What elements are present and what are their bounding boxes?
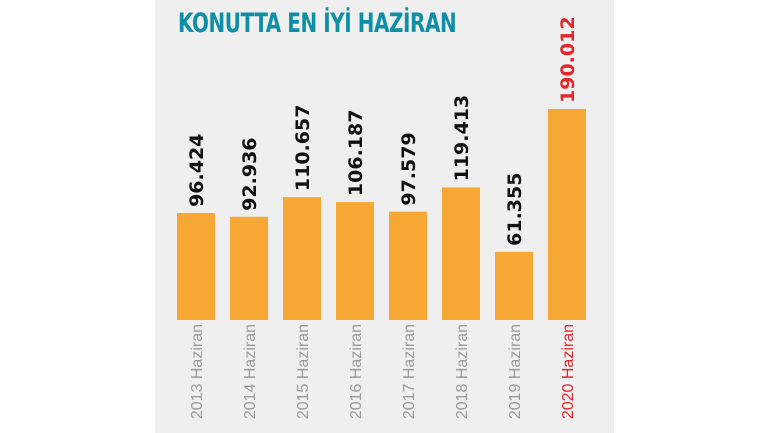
x-tick-label: 2019 Haziran	[507, 324, 524, 419]
x-tick-label: 2016 Haziran	[348, 324, 365, 419]
bar-chart: 96.424 92.936 110.657 106.187 97.579 119.413 6…	[177, 16, 586, 419]
value-label: 97.579	[398, 132, 420, 205]
value-label: 106.187	[345, 110, 367, 197]
value-label: 119.413	[451, 95, 473, 182]
bar-2017-haziran	[389, 211, 427, 320]
value-labels-group: 96.424 92.936 110.657 106.187 97.579 119.413 6…	[186, 16, 579, 245]
x-tick-label: 2018 Haziran	[454, 324, 471, 419]
bar-2014-haziran	[230, 216, 268, 320]
bar-2016-haziran	[336, 202, 374, 320]
bar-2013-haziran	[177, 212, 215, 320]
value-label: 61.355	[504, 173, 526, 246]
value-label: 190.012	[557, 16, 579, 103]
bar-2015-haziran	[283, 197, 321, 320]
bar-2020-haziran	[548, 109, 586, 320]
x-tick-label: 2015 Haziran	[295, 324, 312, 419]
value-label: 96.424	[186, 134, 208, 207]
bar-2019-haziran	[495, 251, 533, 320]
x-tick-label: 2017 Haziran	[401, 324, 418, 419]
bars-group	[177, 109, 586, 320]
x-tick-labels-group: 2013 Haziran 2014 Haziran 2015 Haziran 2016…	[189, 324, 577, 419]
bar-2018-haziran	[442, 187, 480, 320]
value-label: 110.657	[292, 105, 314, 192]
value-label: 92.936	[239, 137, 261, 210]
chart-card: KONUTTA EN İYİ HAZİRAN 96.424 92.936 110.6…	[155, 0, 614, 433]
x-tick-label: 2020 Haziran	[560, 324, 577, 419]
x-tick-label: 2013 Haziran	[189, 324, 206, 419]
chart-title: KONUTTA EN İYİ HAZİRAN	[178, 8, 457, 39]
x-tick-label: 2014 Haziran	[242, 324, 259, 419]
